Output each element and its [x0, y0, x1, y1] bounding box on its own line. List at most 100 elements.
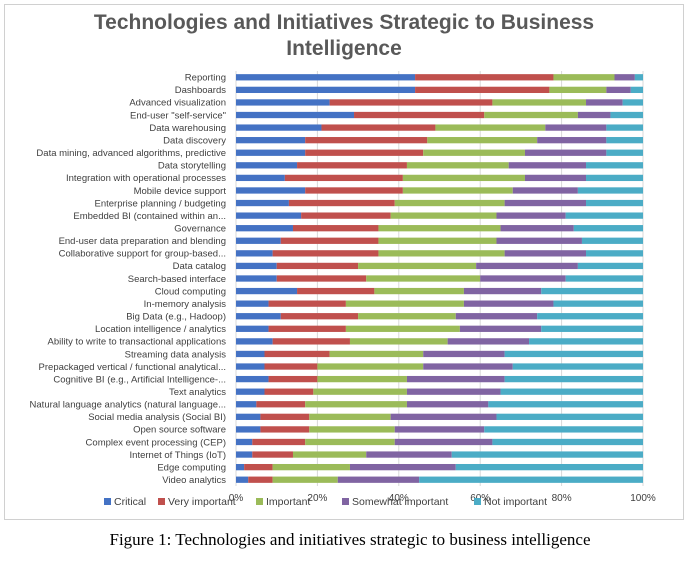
bar-segment — [236, 375, 269, 383]
chart-title: Technologies and Initiatives Strategic t… — [4, 10, 684, 62]
bar-segment — [358, 313, 456, 320]
bar-segment — [268, 375, 318, 383]
bar-segment — [236, 162, 298, 169]
category-label: End-user "self-service" — [130, 110, 226, 121]
bar-segment — [492, 438, 643, 446]
bar-segment — [236, 199, 289, 207]
bar-segment — [492, 99, 587, 106]
bar-segment — [317, 375, 407, 383]
bar-segment — [280, 313, 359, 320]
bar-segment — [573, 225, 643, 232]
bar-segment — [321, 124, 436, 131]
bar-segment — [329, 99, 493, 106]
bar-segment — [537, 313, 643, 320]
category-label: Reporting — [185, 73, 226, 84]
category-label: Complex event processing (CEP) — [86, 437, 226, 448]
category-label: In-memory analysis — [144, 299, 227, 310]
bar-segment — [260, 426, 310, 433]
bar-segment — [634, 74, 643, 81]
bar-segment — [476, 262, 578, 270]
bar-segment — [415, 86, 550, 94]
bar-segment — [268, 325, 346, 332]
bar-segment — [606, 149, 643, 156]
bar-segment — [366, 275, 481, 282]
bar-segment — [305, 401, 407, 408]
bar-segment — [236, 401, 257, 408]
category-label: Open source software — [133, 425, 226, 436]
bar-segment — [586, 199, 643, 207]
category-label: Data storytelling — [158, 161, 226, 172]
bar-segment — [565, 212, 643, 219]
bar-segment — [292, 225, 379, 232]
bar-segment — [577, 187, 643, 194]
bar-segment — [565, 275, 643, 282]
bar-segment — [374, 287, 464, 295]
bar-segment — [480, 275, 566, 282]
bar-segment — [236, 174, 285, 182]
bar-segment — [508, 162, 587, 169]
bar-segment — [504, 375, 643, 383]
x-tick-label: 100% — [630, 493, 656, 504]
category-label: Mobile device support — [134, 186, 227, 197]
bar-segment — [292, 451, 367, 458]
bar-segment — [252, 451, 293, 458]
category-label: Natural language analytics (natural lang… — [30, 400, 226, 411]
category-label: End-user data preparation and blending — [59, 236, 226, 247]
bar-segment — [305, 149, 424, 156]
bar-segment — [305, 137, 428, 144]
bar-segment — [248, 476, 273, 483]
bar-segment — [586, 250, 643, 257]
bar-segment — [577, 111, 611, 119]
x-tick-label: 0% — [229, 493, 244, 504]
bar-segment — [541, 325, 643, 332]
bar-segment — [236, 124, 322, 131]
bar-segment — [366, 451, 452, 458]
bar-segment — [537, 137, 607, 144]
bar-segment — [236, 300, 269, 307]
bar-segment — [236, 426, 261, 433]
bar-segment — [427, 137, 538, 144]
bar-segment — [337, 476, 420, 483]
category-label: Location intelligence / analytics — [95, 324, 226, 335]
bar-segment — [236, 250, 273, 257]
bar-segment — [329, 350, 424, 358]
bar-segment — [236, 86, 416, 94]
bar-segment — [504, 350, 643, 358]
bar-segment — [553, 74, 615, 81]
bar-segment — [455, 463, 643, 471]
category-label: Advanced visualization — [129, 98, 226, 109]
chart-title-line-1: Technologies and Initiatives Strategic t… — [93, 11, 595, 34]
bar-segment — [313, 388, 407, 395]
bar-segment — [586, 99, 623, 106]
bar-segment — [622, 99, 643, 106]
bar-segment — [236, 262, 277, 270]
category-label: Data warehousing — [149, 123, 226, 134]
category-label: Dashboards — [175, 85, 226, 96]
category-label: Integration with operational processes — [66, 173, 226, 184]
bar-segment — [394, 199, 505, 207]
bar-segment — [236, 363, 265, 370]
bar-segment — [423, 350, 505, 358]
bar-segment — [276, 275, 367, 282]
stacked-bar-chart: 0%20%40%60%80%100%ReportingDashboardsAdv… — [30, 71, 656, 508]
category-label: Internet of Things (IoT) — [130, 450, 226, 461]
bar-segment — [390, 212, 497, 219]
legend-entry: Somewhat important — [352, 496, 448, 508]
bar-segment — [586, 174, 643, 182]
legend-swatch — [256, 498, 263, 505]
bar-segment — [577, 262, 643, 270]
category-label: Cognitive BI (e.g., Artificial Intellige… — [53, 374, 226, 385]
bar-segment — [236, 237, 281, 244]
category-label: Governance — [174, 223, 226, 234]
bar-segment — [378, 225, 501, 232]
bar-segment — [236, 99, 330, 106]
bar-segment — [394, 438, 493, 446]
bar-segment — [297, 162, 407, 169]
bar-segment — [236, 413, 261, 420]
bar-segment — [272, 250, 379, 257]
legend-swatch — [104, 498, 111, 505]
legend-entry: Important — [266, 496, 310, 508]
bar-segment — [252, 438, 306, 446]
bar-segment — [581, 237, 643, 244]
bar-segment — [358, 262, 477, 270]
